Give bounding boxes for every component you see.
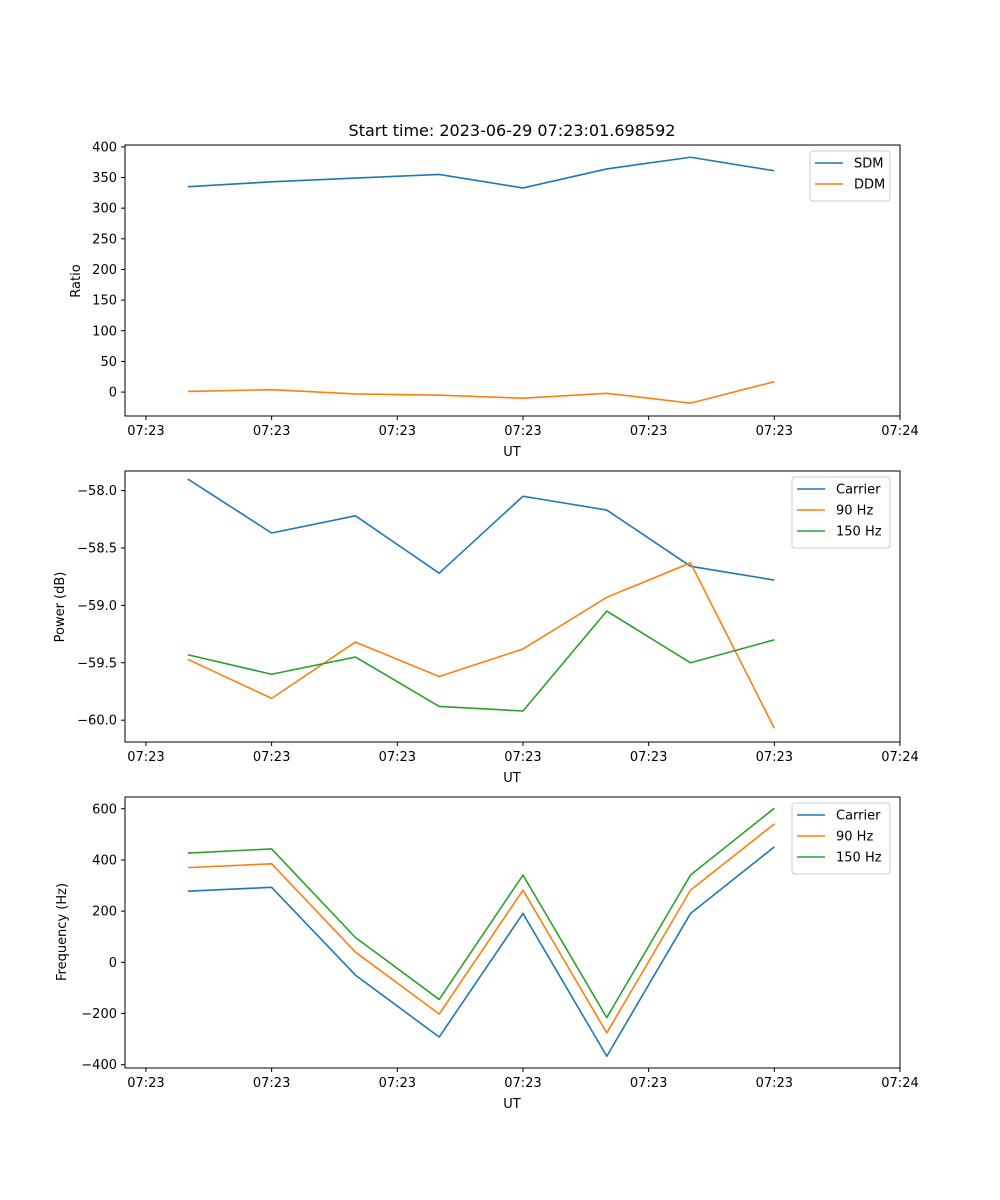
x-tick-label: 07:23 — [630, 1076, 667, 1091]
panel-ratio-plot — [124, 144, 901, 417]
series-line-90-hz — [187, 823, 775, 1034]
x-tick-label: 07:23 — [504, 1076, 541, 1091]
chart-title: Start time: 2023-06-29 07:23:01.698592 — [349, 121, 676, 140]
panel-ratio-legend: SDM DDM — [809, 150, 891, 202]
series-line-carrier — [187, 478, 775, 581]
y-tick-label: 400 — [92, 853, 117, 868]
y-tick-label: −200 — [81, 1007, 117, 1022]
x-tick-label: 07:23 — [253, 750, 290, 765]
panel-power-legend: Carrier 90 Hz 150 Hz — [791, 476, 891, 549]
panel-power-plot — [124, 470, 901, 743]
x-tick-label: 07:24 — [881, 750, 918, 765]
y-tick-label: −58.5 — [77, 541, 117, 556]
x-tick-label: 07:23 — [127, 424, 164, 439]
y-tick-label: 0 — [109, 386, 117, 401]
y-tick-label: 100 — [92, 324, 117, 339]
y-tick-label: 150 — [92, 294, 117, 309]
x-tick-label: 07:23 — [379, 750, 416, 765]
x-tick-label: 07:23 — [379, 424, 416, 439]
y-tick-label: −59.5 — [77, 656, 117, 671]
legend-label: 90 Hz — [836, 830, 873, 845]
legend-label: 90 Hz — [836, 504, 873, 519]
x-tick-label: 07:23 — [630, 750, 667, 765]
y-axis-label: Ratio — [69, 264, 84, 297]
x-tick-label: 07:24 — [881, 1076, 918, 1091]
x-axis-label: UT — [503, 1097, 521, 1112]
panel-ratio-ticks: 07:23 07:23 07:23 07:23 07:23 07:23 07:24 0 50 10… — [92, 140, 919, 439]
axes-frame — [124, 144, 901, 417]
x-tick-label: 07:23 — [127, 750, 164, 765]
x-tick-label: 07:23 — [253, 1076, 290, 1091]
y-tick-label: −58.0 — [77, 484, 117, 499]
series-line-sdm — [187, 156, 775, 189]
series-line-90-hz — [187, 562, 776, 729]
x-tick-label: 07:23 — [504, 424, 541, 439]
legend-label: 150 Hz — [836, 525, 882, 540]
y-tick-label: 50 — [100, 355, 117, 370]
legend-label: 150 Hz — [836, 851, 882, 866]
legend-label: Carrier — [836, 809, 881, 824]
y-tick-label: 200 — [92, 905, 117, 920]
series-line-150-hz — [187, 807, 775, 1019]
panel-power-ticks: 07:23 07:23 07:23 07:23 07:23 07:23 07:24 −60.0… — [77, 484, 919, 765]
y-tick-label: −400 — [81, 1058, 117, 1073]
x-tick-label: 07:23 — [756, 424, 793, 439]
panel-power: 07:23 07:23 07:23 07:23 07:23 07:23 07:24 −60.0… — [53, 470, 919, 786]
y-tick-label: −59.0 — [77, 599, 117, 614]
y-tick-label: 0 — [109, 956, 117, 971]
x-tick-label: 07:23 — [253, 424, 290, 439]
y-tick-label: 250 — [92, 232, 117, 247]
series-line-ddm — [187, 380, 775, 404]
y-tick-label: 400 — [92, 140, 117, 155]
x-tick-label: 07:24 — [881, 424, 918, 439]
y-tick-label: 300 — [92, 202, 117, 217]
x-tick-label: 07:23 — [756, 750, 793, 765]
series-line-150-hz — [187, 610, 775, 712]
y-tick-label: −60.0 — [77, 714, 117, 729]
series-line-carrier — [187, 846, 775, 1058]
x-axis-label: UT — [503, 771, 521, 786]
x-tick-label: 07:23 — [756, 1076, 793, 1091]
x-tick-label: 07:23 — [127, 1076, 164, 1091]
axes-frame — [124, 470, 901, 743]
panel-frequency-legend: Carrier 90 Hz 150 Hz — [791, 802, 891, 875]
y-tick-label: 200 — [92, 263, 117, 278]
x-tick-label: 07:23 — [630, 424, 667, 439]
panel-ratio: Start time: 2023-06-29 07:23:01.698592 0… — [69, 121, 919, 460]
y-axis-label: Power (dB) — [53, 572, 68, 643]
panel-frequency: 07:23 07:23 07:23 07:23 07:23 07:23 07:24 −400 −… — [55, 796, 919, 1112]
x-axis-label: UT — [503, 445, 521, 460]
legend-label: Carrier — [836, 483, 881, 498]
legend-label: DDM — [854, 178, 885, 193]
y-tick-label: 600 — [92, 802, 117, 817]
x-tick-label: 07:23 — [504, 750, 541, 765]
y-tick-label: 350 — [92, 171, 117, 186]
legend-label: SDM — [854, 157, 883, 172]
axes-frame — [124, 796, 901, 1069]
y-axis-label: Frequency (Hz) — [55, 883, 70, 981]
x-tick-label: 07:23 — [379, 1076, 416, 1091]
panel-frequency-plot — [124, 796, 901, 1069]
panel-frequency-ticks: 07:23 07:23 07:23 07:23 07:23 07:23 07:24 −400 −… — [81, 802, 918, 1091]
